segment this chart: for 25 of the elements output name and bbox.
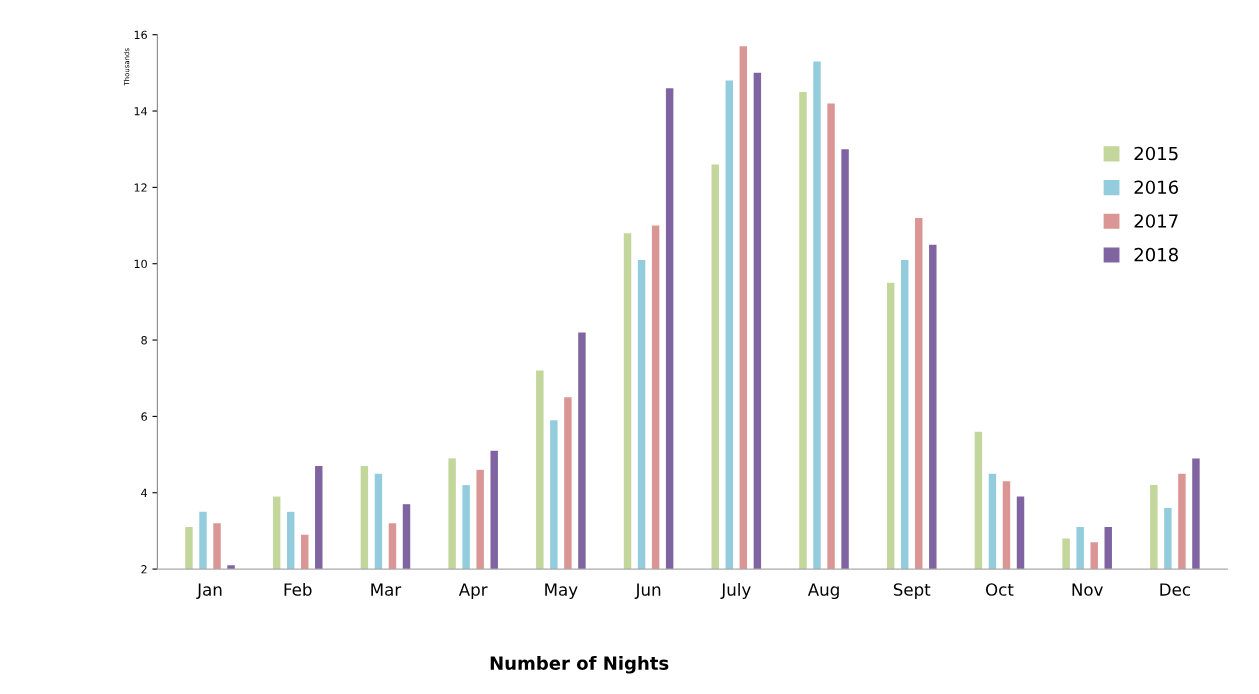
x-tick-label: Mar [371, 583, 402, 596]
x-tick-label: Oct [985, 583, 1014, 596]
legend-label: 2017 [1134, 214, 1178, 228]
x-tick-label: Nov [1072, 583, 1103, 596]
legend-label: 2015 [1134, 146, 1178, 161]
y-tick-label: 2 [141, 565, 147, 574]
y-tick-label: 16 [134, 30, 147, 40]
x-tick-label: Feb [284, 582, 312, 596]
x-tick-label: Jan [196, 583, 222, 599]
legend-label: 2018 [1134, 247, 1178, 262]
x-tick-label: Sept [893, 583, 931, 600]
y-tick-label: 14 [134, 107, 148, 116]
y-tick-label: 6 [141, 412, 147, 421]
x-tick-label: May [545, 583, 578, 600]
y-tick-label: 4 [141, 488, 148, 497]
x-tick-label: July [720, 582, 751, 600]
x-tick-label: Jun [634, 583, 661, 599]
x-tick-label: Apr [458, 583, 488, 600]
legend-label: 2016 [1134, 180, 1179, 195]
x-tick-label: Aug [807, 583, 839, 600]
y-tick-label: 12 [134, 183, 147, 192]
x-axis-title: Number of Nights [490, 655, 669, 674]
y-tick-label: 10 [134, 259, 147, 269]
x-tick-label: Dec [1160, 583, 1190, 596]
y-tick-label: 8 [141, 336, 147, 345]
